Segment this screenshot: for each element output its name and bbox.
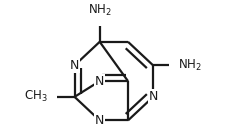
Text: NH$_2$: NH$_2$ — [88, 3, 112, 18]
Text: N: N — [95, 114, 104, 127]
Text: CH$_3$: CH$_3$ — [24, 89, 48, 104]
Text: N: N — [95, 75, 104, 88]
Text: N: N — [70, 59, 79, 72]
Text: N: N — [149, 90, 158, 103]
Text: NH$_2$: NH$_2$ — [178, 58, 202, 73]
